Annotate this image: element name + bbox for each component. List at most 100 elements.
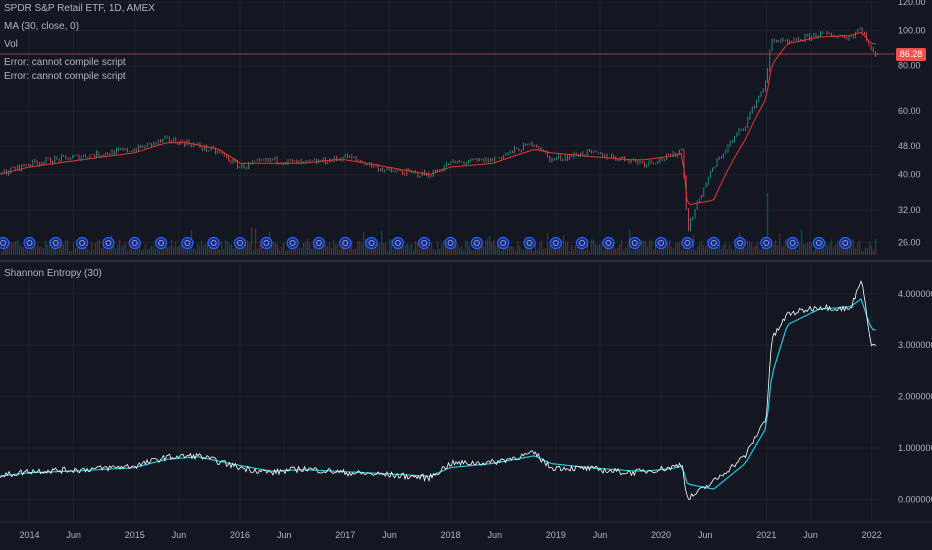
dividend-circle-icon [707,236,720,250]
symbol-title[interactable]: SPDR S&P Retail ETF, 1D, AMEX [4,3,155,14]
dividend-circle-icon [737,240,743,246]
volume-bar [309,242,311,255]
volume-bar [821,244,823,255]
volume-bar [233,247,235,255]
volume-bar [3,248,5,255]
volume-bar [653,249,655,255]
time-axis-tick: Jun [803,530,818,540]
volume-bar [51,247,53,255]
volume-bar [49,239,51,255]
error-message-2: Error: cannot compile script [4,71,126,82]
dividend-circle-icon [23,236,36,250]
volume-bar [153,246,155,255]
volume-bar [635,248,637,255]
volume-bar [837,240,839,255]
volume-bar [469,245,471,255]
volume-bar [587,244,589,255]
dividend-circle-icon [526,240,533,246]
volume-bar [487,239,489,255]
volume-bar [761,247,763,255]
volume-bar [631,250,633,255]
volume-bar [489,236,491,255]
volume-bar [675,242,677,255]
volume-bar [623,250,625,255]
volume-bar [583,246,585,255]
volume-bar [139,243,141,255]
volume-bar [695,250,697,255]
volume-bar [273,241,275,255]
volume-bar [649,239,651,255]
dividend-circle-icon [207,236,220,250]
volume-bar [721,249,723,255]
volume-bar [257,248,259,255]
volume-bar [347,246,349,255]
volume-bar [767,193,769,255]
volume-bar [169,246,171,255]
entropy-axis-tick: 2.000000 [898,392,932,402]
volume-bar [515,250,517,255]
volume-bar [627,244,629,255]
volume-bar [353,249,355,255]
volume-bar [711,244,713,255]
pane-separator[interactable] [0,260,932,262]
volume-bar [519,245,521,255]
volume-bar [35,246,37,255]
volume-bar [85,244,87,255]
volume-bar [119,239,121,255]
dividend-circle-icon [497,236,510,250]
time-axis-tick: 2014 [19,530,39,540]
volume-bar [863,250,865,255]
volume-bar [495,245,497,255]
volume-bar [853,239,855,255]
volume-bar [533,250,535,255]
volume-bar [531,247,533,255]
volume-bar [507,239,509,255]
volume-bar [327,246,329,255]
volume-bar [377,242,379,255]
volume-bar [371,244,373,255]
volume-legend[interactable]: Vol [4,39,18,50]
volume-bar [263,250,265,255]
dividend-circle-icon [315,240,322,246]
volume-bar [67,240,69,255]
volume-bar [429,247,431,255]
dividend-circle-icon [605,240,612,246]
volume-bar [597,245,599,255]
volume-bar [203,245,205,255]
volume-bar [567,241,569,255]
price-axis-tick: 120.00 [898,0,926,7]
volume-bar [421,243,423,255]
dividend-circle-icon [815,240,822,246]
volume-bar [827,245,829,255]
volume-bar [357,241,359,255]
volume-bar [281,246,283,255]
indicator-title[interactable]: Shannon Entropy (30) [4,268,102,279]
dividend-circle-icon [421,240,428,246]
dividend-circle-icon [812,236,826,250]
dividend-circle-icon [52,240,59,246]
dividend-circle-icon [658,240,665,246]
volume-bar [173,245,175,255]
volume-bar [839,241,841,255]
dividend-circle-icon [500,240,507,246]
volume-bar [575,244,577,255]
volume-bar [555,246,557,255]
volume-bar [633,244,635,255]
volume-bar [601,242,603,255]
volume-bar [801,229,803,255]
volume-bar [259,244,261,255]
volume-bar [381,230,383,255]
volume-bar [411,243,413,255]
volume-bar [379,242,381,255]
volume-bar [261,245,263,255]
volume-bar [31,244,33,255]
volume-bar [541,239,543,255]
volume-bar [681,250,683,255]
dividend-circle-icon [0,236,10,250]
volume-bar [415,240,417,255]
volume-bar [11,242,13,255]
volume-bar [755,245,757,255]
ma-legend[interactable]: MA (30, close, 0) [4,21,80,32]
volume-bar [679,242,681,255]
